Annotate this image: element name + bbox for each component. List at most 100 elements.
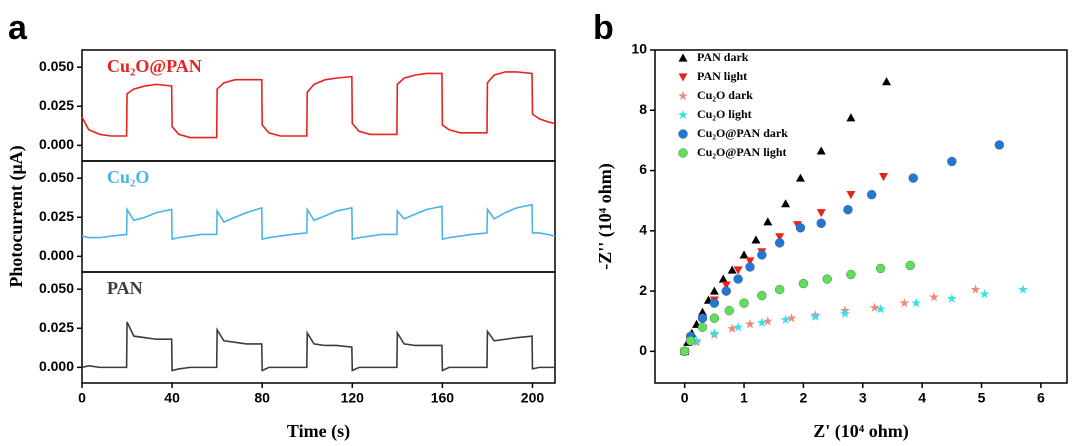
x-tick-label: 80 [254, 390, 270, 406]
legend-marker [678, 73, 688, 82]
x-tick-label: 6 [1037, 390, 1045, 406]
y-tick-label: 10 [631, 41, 647, 57]
point [866, 189, 877, 200]
point [970, 284, 981, 294]
x-tick-label: 5 [978, 390, 986, 406]
point [745, 319, 755, 329]
point [721, 281, 731, 290]
legend-label: Cu₂O dark [697, 88, 753, 102]
y-tick-label: 0.000 [39, 358, 74, 374]
point [733, 274, 743, 284]
series-label: PAN [107, 278, 143, 298]
x-tick-label: 40 [164, 390, 180, 406]
legend-marker [678, 53, 688, 62]
point [816, 146, 826, 155]
point [946, 293, 957, 303]
point [751, 235, 761, 244]
point [929, 291, 939, 302]
x-tick-label: 200 [521, 390, 545, 406]
point [869, 302, 880, 312]
x-tick-label: 4 [918, 390, 926, 406]
y-tick-label: 0.025 [39, 319, 74, 335]
point [911, 297, 922, 308]
point [733, 266, 743, 275]
point [816, 209, 826, 218]
x-tick-label: 3 [859, 390, 867, 406]
point [846, 113, 856, 122]
point [709, 298, 720, 308]
legend-marker [678, 129, 688, 139]
legend-marker [678, 148, 688, 158]
point [846, 191, 856, 200]
point [846, 269, 856, 280]
point [822, 274, 832, 284]
point [756, 317, 767, 327]
data-line [81, 71, 556, 139]
point [795, 173, 805, 182]
legend-label: Cu₂O@PAN light [697, 145, 787, 159]
point [905, 260, 915, 271]
point [908, 173, 918, 183]
point [709, 286, 719, 295]
point [795, 223, 806, 233]
point [697, 313, 708, 323]
point [727, 265, 737, 274]
x-tick-label: 160 [431, 390, 455, 406]
x-axis-label: Time (s) [287, 421, 350, 442]
y-tick-label: 0.050 [39, 280, 74, 296]
point [781, 199, 791, 208]
point [697, 322, 708, 332]
point [718, 274, 728, 283]
point [774, 284, 785, 295]
point [780, 314, 791, 324]
legend-label: Cu₂O light [697, 107, 752, 121]
y-tick-label: 6 [639, 161, 647, 177]
legend-label: PAN dark [697, 50, 749, 64]
panel-letter: b [593, 9, 614, 47]
y-axis-label: Photocurrent (μA) [6, 145, 27, 287]
point [899, 297, 910, 308]
point [798, 278, 809, 289]
point [721, 286, 731, 296]
point [739, 298, 749, 308]
data-line [81, 203, 556, 241]
point [1018, 284, 1028, 294]
point [774, 238, 785, 248]
point [757, 290, 767, 301]
y-tick-label: 2 [639, 282, 647, 298]
subplot-frame [81, 271, 556, 384]
point [727, 323, 738, 333]
point [709, 328, 720, 338]
point [757, 250, 767, 260]
legend-marker [678, 90, 688, 101]
x-tick-label: 120 [341, 390, 365, 406]
point [745, 257, 755, 266]
panel-letter: a [8, 9, 28, 47]
point [979, 288, 990, 299]
y-tick-label: 0.050 [39, 58, 74, 74]
point [763, 217, 773, 226]
x-tick-label: 2 [800, 390, 808, 406]
data-line [81, 321, 555, 372]
point [709, 313, 720, 323]
y-tick-label: 0.025 [39, 97, 74, 113]
point [733, 322, 744, 332]
series-label: Cu₂O [107, 167, 149, 187]
point [816, 218, 826, 228]
y-tick-label: 4 [639, 222, 647, 238]
point [745, 262, 755, 272]
point [994, 140, 1005, 150]
plot-frame [654, 49, 1068, 384]
y-tick-label: 0 [639, 342, 647, 358]
point [843, 205, 853, 215]
point [739, 250, 749, 259]
y-tick-label: 0.000 [39, 247, 74, 263]
point [775, 233, 785, 242]
x-axis-label: Z' (10⁴ ohm) [813, 421, 908, 442]
point [947, 156, 957, 167]
subplot-frame [81, 160, 556, 273]
legend-label: Cu₂O@PAN dark [697, 126, 788, 140]
legend-label: PAN light [697, 69, 747, 83]
legend-marker [678, 109, 688, 120]
